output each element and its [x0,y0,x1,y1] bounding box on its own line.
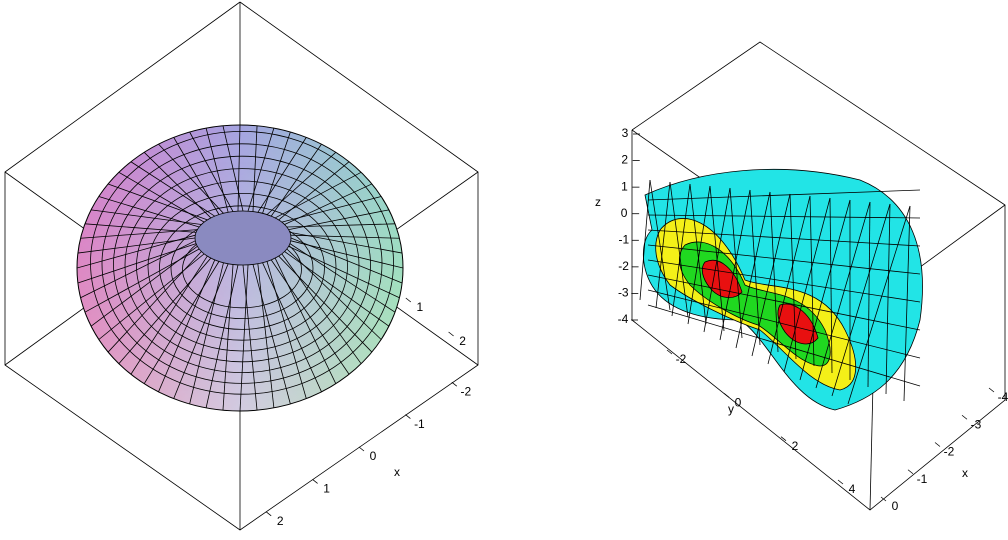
tick-mark [781,437,786,441]
x-tick-label: 1 [323,482,330,496]
torus-hole [195,211,291,265]
y-tick-label: 1 [416,300,423,314]
x-tick-label: 2 [277,514,284,528]
x-tick-label: -2 [944,445,955,459]
tick-mark [452,382,457,386]
x-tick-label: -1 [917,472,928,486]
tick-mark [359,447,364,451]
z-tick-label: 3 [622,126,629,140]
tick-mark [838,480,843,484]
x-tick-label: -2 [460,384,471,398]
tick-mark [935,443,940,447]
tick-mark [724,393,729,397]
x-tick-label: -4 [998,390,1008,404]
page: 2 1 0 -1 -2 x 1 2 0 -1 -2 -3 -4 x -2 0 2 4 y 3 2 1 0 -1 -2 -3 -4 z [0,0,1008,535]
y-axis-label: y [728,402,734,416]
tick-mark [449,332,454,336]
x-axis-label: x [962,466,968,480]
tick-mark [313,479,318,483]
tick-mark [989,388,994,392]
z-tick-label: 0 [621,206,628,220]
z-tick-label: 1 [621,179,628,193]
z-tick-label: -3 [618,286,629,300]
isosurface [640,169,923,410]
torus [70,120,410,420]
y-tick-label: 0 [735,396,742,410]
tick-mark [406,298,411,302]
x-tick-label: -3 [971,417,982,431]
y-tick-label: -2 [676,352,687,366]
z-axis-label: z [595,195,601,209]
z-tick-label: 2 [621,153,628,167]
x-tick-label: 0 [892,499,899,513]
z-tick-label: -1 [619,232,630,246]
y-tick-label: 4 [849,482,856,496]
x-tick-label: 0 [370,449,377,463]
y-tick-label: 2 [459,334,466,348]
tick-mark [667,350,672,354]
x-tick-label: -1 [414,417,425,431]
z-tick-label: -4 [618,312,629,326]
x-axis-label: x [394,465,400,479]
y-tick-label: 2 [792,439,799,453]
tick-mark [908,470,913,474]
tick-mark [266,512,271,516]
z-tick-label: -2 [618,259,629,273]
tick-mark [962,415,967,419]
tick-mark [405,415,410,419]
